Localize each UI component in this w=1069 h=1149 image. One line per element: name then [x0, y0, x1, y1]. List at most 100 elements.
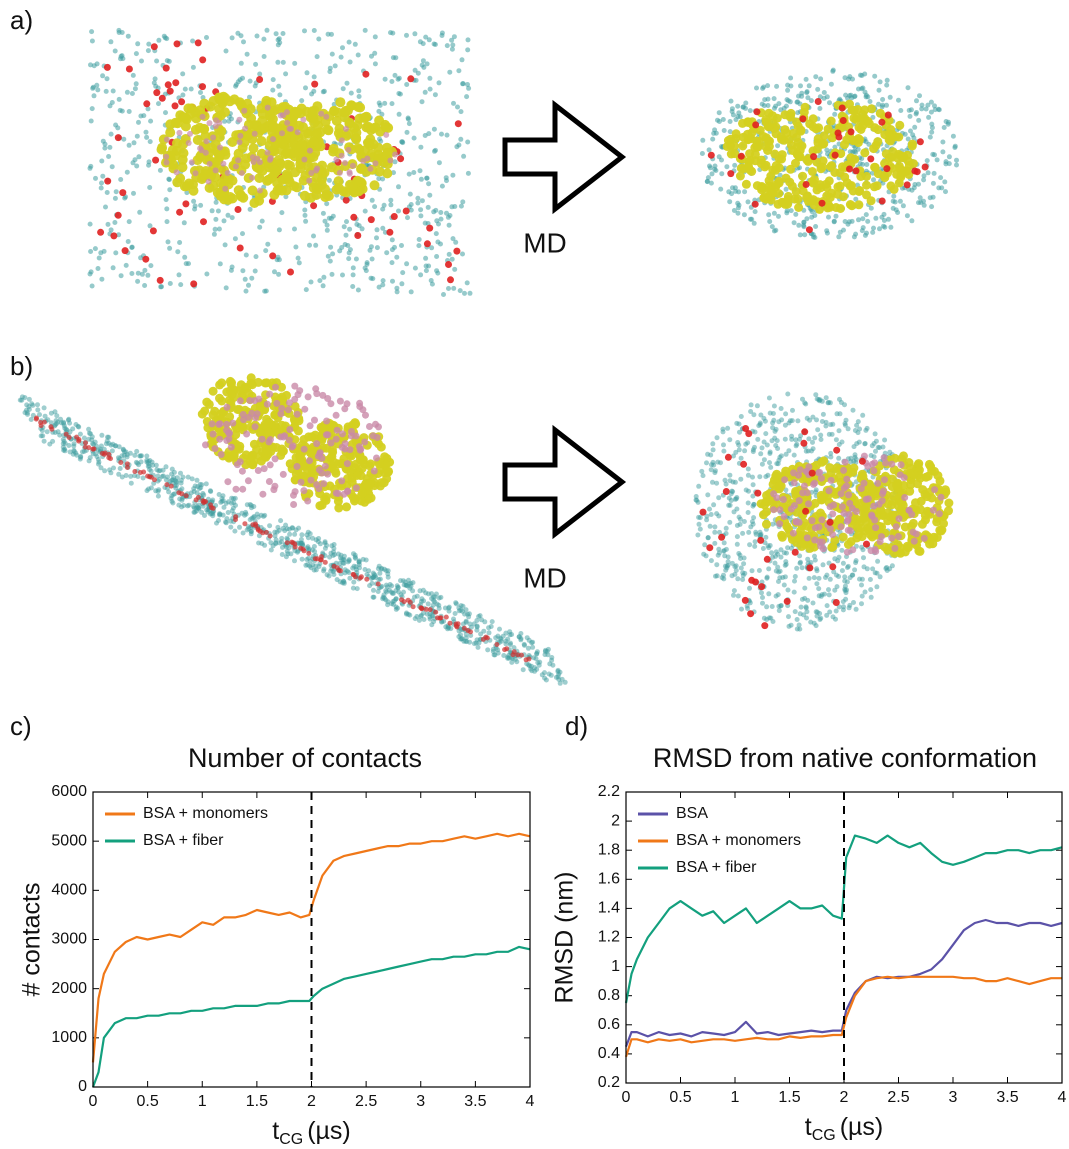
bead [731, 453, 736, 459]
bead [88, 249, 94, 254]
bead [760, 600, 765, 606]
bead [273, 537, 279, 543]
bead [332, 435, 340, 443]
bead [954, 157, 959, 163]
bead [245, 413, 253, 421]
bead [921, 202, 927, 208]
bead [805, 556, 811, 562]
bead [89, 106, 95, 112]
bead [331, 115, 342, 126]
bead [242, 512, 248, 518]
bead [906, 107, 912, 113]
bead [351, 579, 357, 585]
bead [851, 600, 856, 605]
bead [738, 565, 744, 571]
bead [242, 521, 248, 527]
bead [736, 110, 742, 116]
bead [285, 148, 296, 159]
bead [738, 476, 744, 482]
bead [312, 101, 323, 112]
bead [767, 219, 773, 224]
bead [111, 465, 116, 471]
bead [804, 415, 810, 421]
bead [777, 532, 787, 542]
bead [740, 577, 746, 582]
bead [336, 169, 343, 176]
bead [410, 604, 416, 610]
bead [916, 138, 924, 146]
bead [96, 461, 101, 467]
bead [350, 265, 356, 271]
bead [289, 442, 297, 450]
bead [132, 452, 138, 458]
bead [832, 144, 838, 150]
bead [103, 63, 111, 71]
bead [805, 597, 811, 603]
bead [263, 400, 271, 408]
bead [843, 590, 849, 596]
bead [837, 96, 843, 102]
bead [121, 136, 127, 142]
bead [846, 605, 852, 611]
bead [458, 603, 464, 609]
bead [124, 89, 130, 95]
bead [186, 261, 191, 267]
bead [206, 120, 213, 127]
bead [333, 156, 340, 163]
bead [827, 100, 832, 106]
bead [740, 104, 746, 110]
bead [306, 555, 312, 561]
bead [236, 139, 243, 146]
bead [733, 449, 739, 455]
bead [99, 432, 105, 438]
bead [257, 224, 263, 230]
bead [327, 400, 335, 408]
bead [711, 502, 717, 508]
bead [741, 179, 751, 189]
bead [126, 219, 132, 225]
bead [167, 281, 173, 286]
bead [223, 403, 231, 411]
bead [796, 622, 802, 628]
bead [850, 572, 856, 578]
bead [404, 261, 410, 267]
bead [340, 272, 345, 278]
bead [884, 111, 892, 119]
bead [362, 411, 369, 419]
bead [743, 487, 749, 493]
bead [562, 679, 568, 685]
bead [303, 85, 308, 91]
bead [26, 404, 32, 410]
bead [300, 445, 308, 453]
bead [176, 129, 183, 136]
bead [214, 94, 225, 105]
bead [369, 53, 374, 59]
bead [185, 140, 192, 146]
bead [23, 407, 29, 413]
bead [860, 225, 866, 231]
bead [736, 447, 742, 453]
bead [66, 435, 72, 440]
bead [833, 608, 839, 614]
bead [324, 227, 330, 233]
bead [180, 71, 186, 77]
bead [313, 567, 319, 573]
bead [463, 619, 469, 625]
bead [249, 505, 254, 511]
bead [435, 270, 441, 276]
bead [857, 532, 867, 542]
bead [146, 159, 152, 165]
bead [50, 438, 56, 444]
bead [712, 524, 718, 530]
bead [900, 203, 906, 209]
bead [204, 271, 210, 277]
bead [187, 130, 193, 137]
bead [813, 74, 819, 80]
bead [894, 178, 904, 188]
bead [474, 623, 480, 629]
bead [853, 196, 859, 202]
bead [445, 214, 451, 220]
bead [118, 177, 124, 182]
bead [317, 278, 323, 284]
bead [54, 413, 60, 419]
